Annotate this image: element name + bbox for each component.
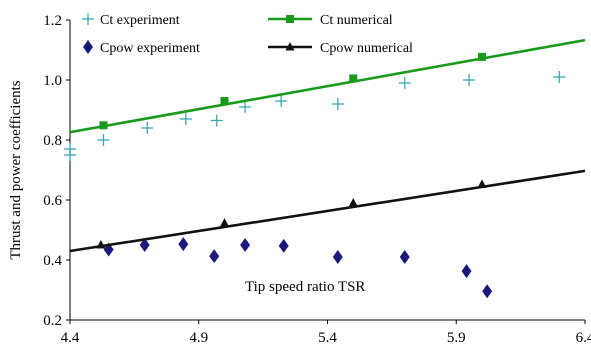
data-point-triangle [348, 198, 358, 207]
series-line [69, 169, 586, 253]
data-point-diamond [139, 238, 150, 252]
legend-label: Ct experiment [100, 13, 180, 28]
y-axis-label: Thrust and power coefficients [8, 80, 24, 259]
data-point-diamond [461, 264, 472, 279]
chart-annotation: Tip speed ratio TSR [245, 279, 365, 295]
data-point-diamond [482, 284, 493, 299]
data-point-diamond [399, 250, 410, 264]
x-tick-label: 4.9 [189, 330, 208, 346]
data-point-plus [82, 13, 94, 25]
data-point-square [286, 15, 294, 23]
data-point-plus [239, 101, 252, 113]
x-tick-label: 5.4 [318, 330, 337, 346]
y-tick-label: 0.4 [43, 253, 62, 269]
data-point-triangle [96, 240, 106, 249]
series-3 [69, 169, 586, 253]
legend-label: Ct numerical [320, 13, 393, 28]
data-point-diamond [332, 250, 343, 264]
legend-label: Cpow numerical [320, 41, 413, 56]
data-point-diamond [209, 249, 220, 264]
data-point-plus [64, 143, 76, 155]
legend-item: Ct numerical [268, 13, 393, 28]
axes [66, 19, 586, 324]
series-1 [69, 38, 586, 134]
data-point-triangle [477, 179, 487, 188]
data-point-plus [275, 95, 288, 107]
series-2 [103, 237, 493, 299]
data-point-diamond [83, 40, 93, 54]
y-tick-label: 0.6 [43, 193, 62, 209]
data-point-plus [331, 98, 344, 110]
legend-item: Ct experiment [82, 13, 180, 28]
data-point-triangle [220, 218, 229, 227]
data-point-diamond [240, 238, 251, 252]
legend-label: Cpow experiment [100, 41, 200, 56]
data-point-square [478, 52, 486, 61]
data-point-plus [141, 122, 154, 134]
data-point-triangle [285, 42, 295, 51]
data-point-plus [179, 113, 192, 125]
series-line [69, 38, 586, 134]
y-tick-label: 1.2 [43, 13, 62, 29]
data-point-plus [463, 74, 476, 86]
data-point-square [220, 97, 229, 105]
y-tick-label: 0.2 [43, 313, 62, 329]
data-point-square [349, 74, 358, 83]
x-tick-label: 6.4 [576, 330, 591, 346]
series-0 [64, 71, 566, 161]
data-point-plus [553, 71, 566, 83]
tick-labels: 0.2 0.4 0.6 0.8 1.0 1.2 4.4 4.9 5.4 5.9 6.4 [43, 13, 591, 346]
series-layer [64, 38, 586, 299]
data-point-diamond [278, 238, 289, 253]
x-tick-label: 5.9 [447, 330, 466, 346]
legend-item: Cpow experiment [83, 40, 200, 56]
data-point-plus [398, 77, 411, 89]
x-tick-label: 4.4 [61, 330, 80, 346]
y-tick-label: 1.0 [43, 73, 62, 89]
y-tick-label: 0.8 [43, 133, 62, 149]
legend-item: Cpow numerical [268, 41, 413, 56]
data-point-plus [210, 114, 223, 127]
data-point-square [99, 121, 108, 130]
data-point-diamond [178, 237, 189, 252]
data-point-plus [97, 134, 110, 146]
legend: Ct experiment Ct numerical Cpow experiment… [82, 13, 413, 56]
